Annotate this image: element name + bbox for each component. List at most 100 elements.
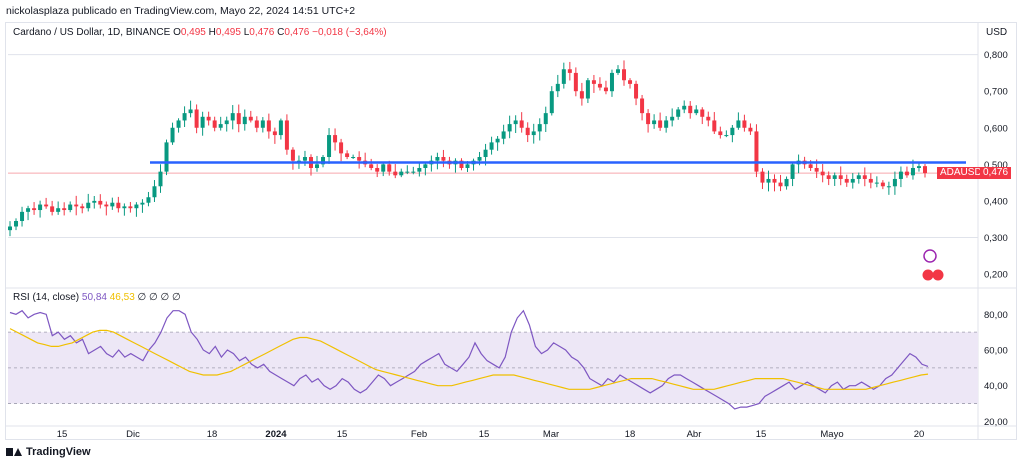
candle-body: [212, 120, 217, 128]
time-tick-label: Dic: [126, 429, 140, 440]
rsi-value: 50,84: [81, 292, 107, 303]
candle-body: [345, 153, 350, 158]
candle-body: [838, 175, 843, 179]
time-tick-label: 20: [914, 429, 925, 440]
candle-body: [327, 135, 332, 158]
candle-body: [591, 80, 596, 84]
candle-body: [278, 120, 283, 136]
rsi-tick-label: 40,00: [984, 381, 1008, 392]
candle-body: [880, 182, 885, 187]
candle-body: [724, 135, 729, 137]
candle-body: [8, 226, 12, 231]
candle-body: [688, 105, 693, 114]
candle-body: [74, 204, 79, 207]
price-tick-label: 0,700: [984, 87, 1008, 98]
rsi-extra: ∅ ∅ ∅ ∅: [137, 292, 181, 303]
symbol-label: Cardano / US Dollar, 1D, BINANCE: [13, 27, 171, 38]
candle-body: [676, 109, 681, 117]
candle-body: [339, 142, 344, 154]
price-tag-value: 0,476: [980, 167, 1012, 180]
rsi-legend: RSI (14, close) 50,84 46,53 ∅ ∅ ∅ ∅: [13, 292, 181, 303]
publisher-line: nickolasplaza publicado en TradingView.c…: [6, 5, 356, 17]
candle-body: [68, 204, 73, 211]
candle-body: [477, 157, 482, 161]
candle-body: [543, 113, 548, 125]
candle-body: [182, 113, 187, 121]
candle-body: [387, 164, 392, 172]
candle-body: [321, 157, 326, 165]
candle-body: [904, 171, 909, 176]
candle-body: [381, 164, 386, 172]
close-key: C: [277, 27, 285, 38]
candle-body: [417, 167, 422, 172]
candle-body: [423, 164, 428, 168]
candle-body: [188, 109, 193, 114]
candle-body: [501, 131, 506, 139]
candle-body: [868, 178, 873, 183]
candle-body: [597, 83, 602, 88]
rsi-line: [9, 309, 929, 410]
candle-body: [351, 157, 356, 159]
candle-body: [916, 166, 921, 168]
candle-body: [20, 211, 25, 222]
candle-body: [886, 186, 891, 188]
candle-body: [164, 142, 169, 172]
candle-body: [224, 120, 229, 125]
rsi-tick-label: 20,00: [984, 417, 1008, 428]
candle-body: [284, 120, 289, 150]
time-tick-label: 18: [207, 429, 218, 440]
candle-body: [519, 120, 524, 128]
currency-label[interactable]: USD: [986, 27, 1008, 38]
candle-body: [892, 178, 897, 187]
candle-body: [513, 120, 518, 125]
price-tick-label: 0,400: [984, 196, 1008, 207]
close-value: 0,476: [284, 27, 310, 38]
candle-body: [459, 160, 464, 168]
tradingview-logo-icon: [6, 447, 22, 457]
price-tick-label: 0,200: [984, 270, 1008, 281]
candle-body: [176, 120, 181, 128]
candle-body: [50, 206, 55, 212]
lightning-event-icon: [923, 249, 937, 263]
rsi-ma-line: [9, 328, 929, 390]
candle-body: [531, 131, 536, 136]
candle-body: [405, 171, 410, 173]
price-tick-label: 0,600: [984, 123, 1008, 134]
footer-brand[interactable]: TradingView: [6, 446, 91, 458]
rsi-tick-label: 80,00: [984, 310, 1008, 321]
candle-body: [236, 113, 241, 125]
candle-body: [778, 182, 783, 187]
candle-body: [248, 116, 253, 121]
high-key: H: [208, 27, 216, 38]
candle-body: [772, 178, 777, 183]
candle-body: [483, 149, 488, 158]
chart-frame: [5, 22, 1017, 440]
candle-body: [742, 120, 747, 128]
candle-body: [104, 204, 109, 207]
candle-body: [110, 202, 115, 207]
candle-body: [86, 202, 91, 209]
candle-body: [369, 164, 374, 168]
candle-body: [923, 166, 927, 174]
candle-body: [158, 171, 163, 187]
time-tick-label: 15: [337, 429, 348, 440]
candle-body: [525, 127, 530, 136]
candle-body: [736, 120, 741, 128]
candle-body: [393, 171, 398, 176]
time-tick-label: Feb: [411, 429, 427, 440]
candle-body: [718, 131, 723, 136]
open-value: 0,495: [180, 27, 206, 38]
candle-body: [200, 116, 205, 128]
candle-body: [357, 157, 362, 161]
candle-body: [628, 80, 633, 84]
candle-body: [664, 120, 669, 128]
open-key: O: [173, 27, 181, 38]
candle-body: [754, 131, 759, 172]
candle-body: [194, 109, 199, 128]
price-tick-label: 0,800: [984, 50, 1008, 61]
candle-body: [874, 182, 879, 184]
candle-body: [128, 206, 133, 209]
candle-body: [615, 69, 620, 73]
candle-body: [652, 120, 657, 125]
